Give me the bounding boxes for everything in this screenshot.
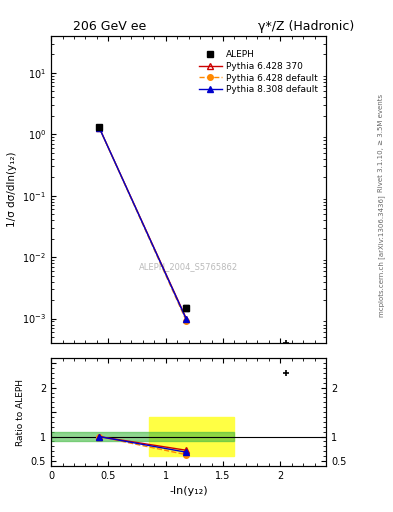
Bar xyxy=(51,432,235,441)
Text: mcplots.cern.ch [arXiv:1306.3436]: mcplots.cern.ch [arXiv:1306.3436] xyxy=(378,195,385,317)
Text: ALEPH_2004_S5765862: ALEPH_2004_S5765862 xyxy=(139,262,238,271)
Text: Rivet 3.1.10, ≥ 3.5M events: Rivet 3.1.10, ≥ 3.5M events xyxy=(378,94,384,193)
Text: γ*/Z (Hadronic): γ*/Z (Hadronic) xyxy=(259,20,354,33)
X-axis label: -ln(y₁₂): -ln(y₁₂) xyxy=(169,486,208,496)
Text: 206 GeV ee: 206 GeV ee xyxy=(73,20,147,33)
Y-axis label: 1/σ dσ/dln(y₁₂): 1/σ dσ/dln(y₁₂) xyxy=(7,152,17,227)
Bar xyxy=(149,417,235,456)
Y-axis label: Ratio to ALEPH: Ratio to ALEPH xyxy=(16,379,25,445)
Legend: ALEPH, Pythia 6.428 370, Pythia 6.428 default, Pythia 8.308 default: ALEPH, Pythia 6.428 370, Pythia 6.428 de… xyxy=(195,47,322,98)
